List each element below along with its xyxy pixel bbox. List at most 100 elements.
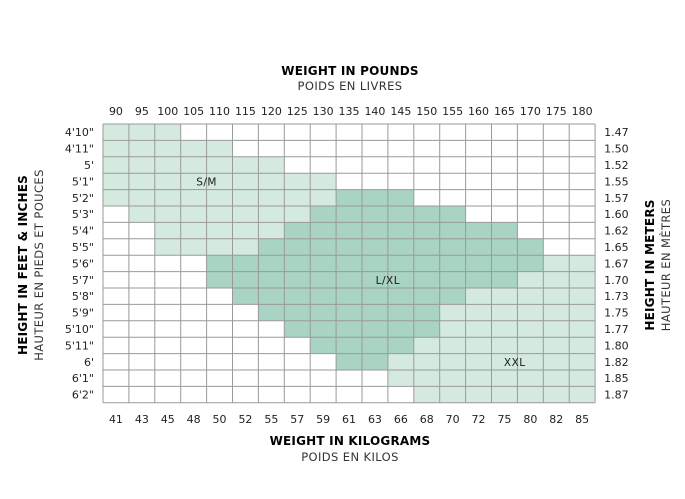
- size-cell-xxl: [569, 337, 596, 354]
- size-cell-s-m: [206, 189, 233, 206]
- kilograms-tick-label: 43: [135, 413, 149, 426]
- size-cell-xxl: [569, 386, 596, 403]
- size-cell-l-xl: [232, 255, 259, 272]
- feet-inches-tick-label: 5'7": [72, 274, 94, 287]
- kilograms-tick-label: 63: [368, 413, 382, 426]
- size-cell-s-m: [206, 238, 233, 256]
- size-cell-xxl: [543, 288, 570, 305]
- bottom-axis-title: WEIGHT IN KILOGRAMS: [270, 434, 431, 448]
- meters-tick-label: 1.57: [604, 192, 629, 205]
- size-cell-xxl: [465, 353, 492, 370]
- feet-inches-tick-label: 4'11": [65, 143, 94, 156]
- size-cell-l-xl: [336, 353, 362, 370]
- size-cell-xxl: [543, 337, 570, 354]
- feet-inches-tick-label: 6': [84, 356, 94, 369]
- size-cell-xxl: [413, 370, 440, 387]
- size-cell-s-m: [103, 156, 129, 174]
- size-cell-s-m: [206, 222, 233, 239]
- size-cell-s-m: [180, 140, 207, 157]
- size-cell-s-m: [232, 206, 259, 223]
- kilograms-tick-label: 41: [109, 413, 123, 426]
- size-cell-l-xl: [413, 304, 440, 321]
- size-cell-xxl: [543, 386, 570, 403]
- size-cell-s-m: [258, 206, 285, 223]
- size-cell-s-m: [180, 156, 207, 174]
- size-cell-xxl: [465, 288, 492, 305]
- size-cell-l-xl: [284, 288, 311, 305]
- size-cell-l-xl: [232, 288, 259, 305]
- size-cell-l-xl: [310, 304, 337, 321]
- feet-inches-tick-labels: 4'10" 4'11" 5' 5'1" 5'2" 5'3" 5'4" 5'5" 5'6" 5'7"…: [65, 126, 94, 401]
- size-cell-s-m: [128, 124, 155, 141]
- size-cell-xxl: [543, 353, 570, 370]
- size-cell-xxl: [413, 386, 440, 403]
- size-cell-l-xl: [362, 271, 388, 288]
- kilograms-tick-label: 45: [161, 413, 175, 426]
- size-cell-l-xl: [284, 320, 311, 338]
- kilograms-tick-label: 85: [575, 413, 589, 426]
- size-cell-s-m: [180, 173, 207, 190]
- size-cell-l-xl: [491, 271, 518, 288]
- size-cell-xxl: [465, 386, 492, 403]
- right-axis-title: HEIGHT IN METERS: [643, 199, 657, 330]
- size-cell-l-xl: [413, 222, 440, 239]
- size-cell-xxl: [569, 271, 596, 288]
- meters-tick-label: 1.52: [604, 159, 629, 172]
- size-cell-s-m: [284, 173, 311, 190]
- meters-tick-labels: 1.47 1.50 1.52 1.55 1.57 1.60 1.62 1.65 1.67 1.70…: [604, 126, 629, 401]
- size-cell-l-xl: [362, 206, 388, 223]
- size-cell-xxl: [465, 304, 492, 321]
- meters-tick-label: 1.67: [604, 257, 629, 270]
- size-cell-l-xl: [362, 288, 388, 305]
- size-cell-l-xl: [413, 206, 440, 223]
- size-cell-s-m: [154, 156, 181, 174]
- kilograms-tick-label: 80: [523, 413, 537, 426]
- bottom-axis-subtitle: POIDS EN KILOS: [301, 450, 399, 464]
- size-cell-s-m: [154, 124, 181, 141]
- size-cell-l-xl: [362, 337, 388, 354]
- feet-inches-tick-label: 5': [84, 159, 94, 172]
- meters-tick-label: 1.47: [604, 126, 629, 139]
- size-cell-l-xl: [336, 206, 362, 223]
- size-cell-xxl: [569, 353, 596, 370]
- kilograms-tick-label: 66: [394, 413, 408, 426]
- kilograms-tick-label: 72: [472, 413, 486, 426]
- size-cell-xxl: [569, 288, 596, 305]
- meters-tick-label: 1.80: [604, 339, 629, 352]
- size-cell-xxl: [491, 370, 518, 387]
- size-cell-s-m: [310, 189, 337, 206]
- size-cell-l-xl: [362, 255, 388, 272]
- size-label-l-xl: L/XL: [376, 275, 400, 287]
- size-cell-l-xl: [387, 238, 414, 256]
- size-cell-xxl: [569, 320, 596, 338]
- size-cell-l-xl: [439, 206, 466, 223]
- meters-tick-label: 1.85: [604, 372, 629, 385]
- size-cell-l-xl: [336, 255, 362, 272]
- size-cell-l-xl: [362, 222, 388, 239]
- size-cell-l-xl: [362, 238, 388, 256]
- size-cell-s-m: [310, 173, 337, 190]
- pounds-tick-label: 125: [287, 105, 308, 118]
- size-cell-xxl: [413, 353, 440, 370]
- size-cell-l-xl: [336, 320, 362, 338]
- size-cell-s-m: [284, 189, 311, 206]
- feet-inches-tick-label: 5'9": [72, 307, 94, 320]
- size-cell-s-m: [258, 173, 285, 190]
- pounds-tick-label: 90: [109, 105, 123, 118]
- kilograms-tick-label: 52: [238, 413, 252, 426]
- size-cell-xxl: [439, 337, 466, 354]
- size-cell-xxl: [543, 370, 570, 387]
- kilograms-tick-label: 50: [213, 413, 227, 426]
- size-cell-s-m: [232, 173, 259, 190]
- size-cell-s-m: [154, 206, 181, 223]
- meters-tick-label: 1.87: [604, 389, 629, 402]
- size-cell-l-xl: [310, 320, 337, 338]
- size-cell-xxl: [465, 337, 492, 354]
- size-cell-s-m: [258, 156, 285, 174]
- pounds-tick-label: 175: [546, 105, 567, 118]
- pounds-tick-label: 150: [416, 105, 437, 118]
- meters-tick-label: 1.70: [604, 274, 629, 287]
- kilograms-tick-label: 82: [549, 413, 563, 426]
- size-cell-l-xl: [336, 238, 362, 256]
